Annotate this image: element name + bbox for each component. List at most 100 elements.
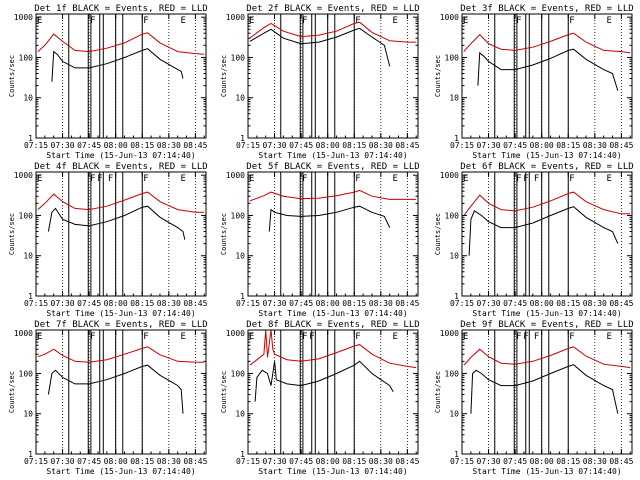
plot-frame (247, 171, 419, 297)
x-tick-label: 07:45 (77, 457, 101, 466)
x-tick-label: 07:15 (24, 457, 48, 466)
x-tick-label: 08:00 (104, 457, 128, 466)
x-tick-label: 07:45 (77, 299, 101, 308)
flag-marker: F (516, 16, 521, 26)
x-axis-label: Start Time (15-Jun-13 07:14:40) (258, 467, 407, 476)
series-line-lld (249, 189, 417, 202)
x-tick-label: 08:15 (342, 141, 366, 150)
x-tick-label: 07:15 (450, 299, 474, 308)
y-tick-label: 1000 (14, 171, 33, 180)
flag-marker: E (463, 16, 468, 26)
y-tick-label: 100 (19, 211, 34, 220)
x-tick-label: 07:30 (263, 457, 287, 466)
y-tick-label: 1 (454, 450, 459, 459)
flag-marker: F (143, 174, 148, 184)
series-line-events (468, 206, 619, 256)
x-tick-label: 08:30 (369, 457, 393, 466)
x-axis-label: Start Time (15-Jun-13 07:14:40) (472, 151, 621, 160)
y-axis-label: Counts/sec (8, 213, 16, 255)
x-axis-label: Start Time (15-Jun-13 07:14:40) (258, 309, 407, 318)
x-axis-label: Start Time (15-Jun-13 07:14:40) (472, 467, 621, 476)
y-tick-label: 100 (445, 369, 460, 378)
y-tick-label: 100 (19, 53, 34, 62)
flag-marker: F (108, 174, 113, 184)
x-tick-label: 08:00 (530, 299, 554, 308)
panel-title: Det 4f BLACK = Events, RED = LLD (34, 162, 207, 172)
x-tick-label: 08:15 (130, 299, 154, 308)
x-tick-label: 07:15 (450, 457, 474, 466)
x-tick-label: 07:30 (51, 299, 75, 308)
series-line-events (268, 205, 391, 232)
flag-marker: E (606, 174, 611, 184)
x-tick-label: 08:00 (530, 141, 554, 150)
y-tick-label: 1 (240, 450, 245, 459)
y-axis-label: Counts/sec (220, 55, 228, 97)
plot-frame (461, 13, 633, 139)
x-tick-label: 08:45 (183, 141, 207, 150)
series-line-events (470, 364, 619, 414)
plot-frame (247, 329, 419, 455)
flag-marker: F (90, 332, 95, 342)
flag-marker: F (90, 16, 95, 26)
y-axis-label: Counts/sec (220, 213, 228, 255)
flag-marker: E (606, 16, 611, 26)
x-tick-label: 08:30 (369, 299, 393, 308)
flag-marker: F (523, 332, 528, 342)
x-tick-label: 08:00 (104, 141, 128, 150)
x-tick-label: 07:30 (263, 141, 287, 150)
x-tick-label: 07:30 (477, 457, 501, 466)
panel-det-3: Det 3f BLACK = Events, RED = LLD E F F E 1 10 1… (434, 4, 634, 160)
series-line-lld (37, 346, 205, 363)
panel-title: Det 6f BLACK = Events, RED = LLD (460, 162, 633, 172)
plot-frame (35, 13, 207, 139)
y-tick-label: 10 (23, 94, 33, 103)
y-tick-label: 1000 (14, 13, 33, 22)
flag-marker: E (249, 16, 254, 26)
x-tick-label: 08:15 (556, 299, 580, 308)
plot-frame (35, 329, 207, 455)
y-tick-label: 10 (23, 410, 33, 419)
x-tick-label: 07:45 (289, 299, 313, 308)
x-tick-label: 08:45 (609, 457, 633, 466)
x-tick-label: 07:15 (450, 141, 474, 150)
x-tick-label: 08:15 (130, 457, 154, 466)
flag-marker: F (309, 332, 314, 342)
x-tick-label: 08:45 (609, 141, 633, 150)
x-tick-label: 07:45 (503, 457, 527, 466)
x-tick-label: 07:45 (503, 141, 527, 150)
y-tick-label: 100 (445, 53, 460, 62)
series-line-lld (37, 32, 205, 55)
flag-marker: E (392, 174, 397, 184)
y-tick-label: 100 (231, 53, 246, 62)
series-line-events (249, 27, 391, 67)
y-tick-label: 10 (235, 94, 245, 103)
y-tick-label: 1000 (14, 329, 33, 338)
y-tick-label: 10 (23, 252, 33, 261)
y-tick-label: 1000 (226, 13, 245, 22)
y-tick-label: 100 (231, 211, 246, 220)
y-tick-label: 100 (445, 211, 460, 220)
x-tick-label: 08:15 (342, 457, 366, 466)
flag-marker: F (355, 16, 360, 26)
x-tick-label: 07:45 (289, 457, 313, 466)
x-tick-label: 08:30 (583, 457, 607, 466)
flag-marker: F (534, 174, 539, 184)
x-tick-label: 08:15 (130, 141, 154, 150)
x-tick-label: 07:30 (263, 299, 287, 308)
y-axis-label: Counts/sec (434, 371, 442, 413)
flag-marker: E (180, 16, 185, 26)
y-axis-label: Counts/sec (434, 213, 442, 255)
series-line-lld (463, 191, 631, 216)
y-tick-label: 1 (28, 134, 33, 143)
flag-marker: F (355, 174, 360, 184)
plot-frame (461, 171, 633, 297)
x-axis-label: Start Time (15-Jun-13 07:14:40) (46, 151, 195, 160)
x-tick-label: 08:30 (157, 299, 181, 308)
x-axis-label: Start Time (15-Jun-13 07:14:40) (472, 309, 621, 318)
x-axis-label: Start Time (15-Jun-13 07:14:40) (258, 151, 407, 160)
y-axis-label: Counts/sec (220, 371, 228, 413)
x-tick-label: 07:15 (236, 299, 260, 308)
